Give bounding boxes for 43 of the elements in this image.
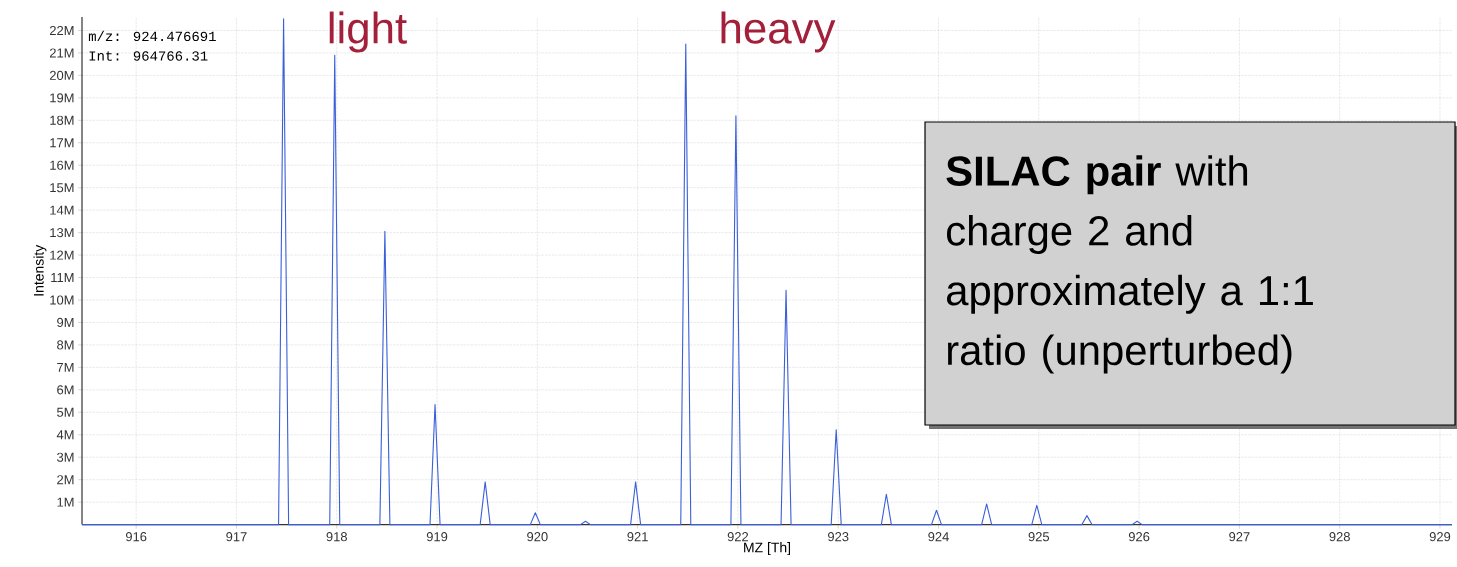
y-tick-label: 4M [56,430,74,440]
y-tick-label: 21M [49,48,74,58]
y-tick-label: 7M [57,362,74,372]
annotation: SILAC pair with charge 2 and approximately a 1:1 ratio (unperturbed) [946,155,1313,374]
x-tick-label: 924 [928,532,949,542]
x-axis-title: MZ [Th] [744,542,791,556]
x-tick-label: 919 [426,532,448,542]
y-tick-label: 13M [50,228,74,238]
y-tick-label: 3M [57,452,74,462]
annotation: Int: 964766.31 [89,51,208,61]
y-tick-label: 19M [50,93,74,103]
y-tick-label: 15M [50,183,74,193]
x-tick-label: 918 [326,532,347,542]
y-tick-label: 6M [57,385,74,395]
y-tick-label: 18M [50,115,74,125]
y-tick-label: 16M [50,160,74,170]
y-tick-label: 9M [57,317,74,328]
y-tick-label: 17M [50,138,74,148]
y-tick-label: 22M [49,25,74,35]
x-tick-label: 926 [1128,532,1150,542]
x-tick-label: 920 [527,532,548,542]
annotation: light [329,11,407,53]
annotation: m/z: 924.476691 [88,30,216,42]
x-tick-label: 916 [125,532,147,542]
y-tick-label: 10M [50,295,74,305]
x-tick-label: 927 [1229,532,1250,542]
x-tick-label: 925 [1028,532,1050,542]
y-tick-label: 5M [57,407,74,417]
x-tick-label: 917 [226,532,247,542]
annotation: heavy [721,11,836,53]
y-tick-label: 14M [50,205,74,215]
x-tick-label: 921 [627,532,648,542]
y-tick-label: 12M [50,250,74,260]
x-tick-label: 922 [727,532,749,542]
y-axis-title: Intensity [33,244,47,296]
y-tick-label: 11M [51,273,74,282]
y-tick-label: 2M [57,475,74,485]
x-tick-label: 929 [1429,532,1451,542]
x-tick-label: 928 [1329,532,1350,542]
x-tick-label: 923 [828,532,849,542]
y-tick-label: 20M [49,70,74,80]
y-tick-label: 1M [57,497,74,507]
y-tick-label: 8M [57,340,74,350]
